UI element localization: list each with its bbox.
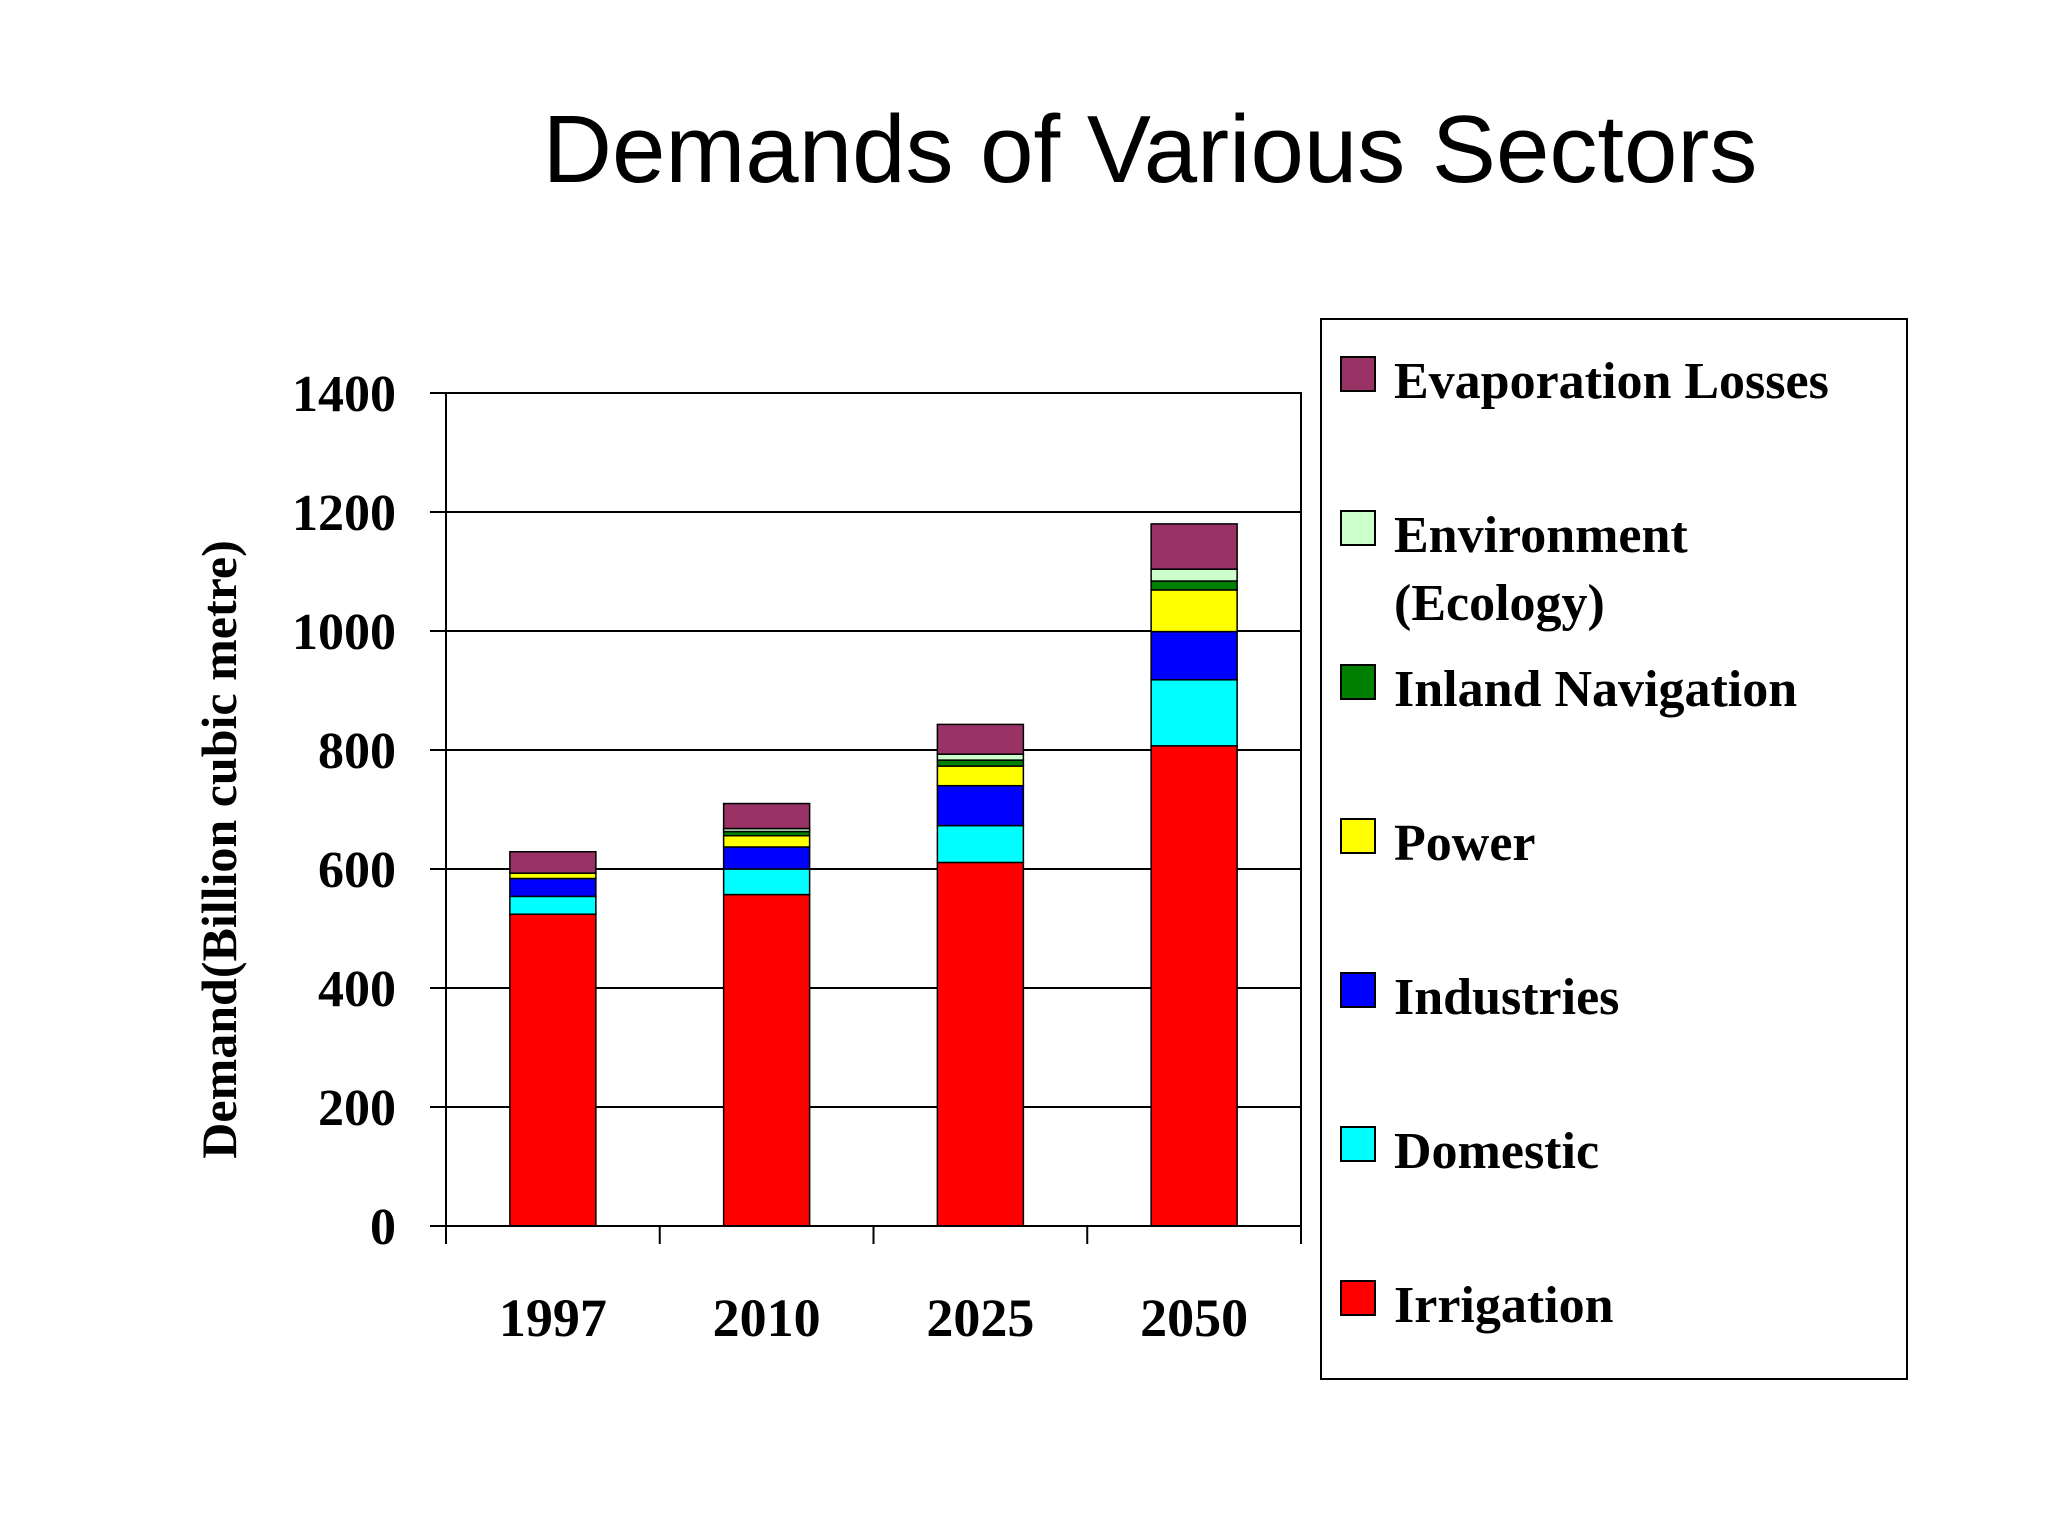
legend-label: Environment (Ecology)	[1394, 502, 1902, 638]
y-tick-label: 1400	[292, 366, 396, 423]
legend-swatch	[1340, 510, 1376, 546]
bar-segment-irrigation	[509, 913, 597, 1227]
legend-label: Inland Navigation	[1394, 656, 1902, 724]
legend-swatch	[1340, 1126, 1376, 1162]
legend-label-line: Industries	[1394, 969, 1620, 1026]
legend-swatch	[1340, 1280, 1376, 1316]
bar-segment-industries	[1150, 630, 1238, 681]
legend-swatch	[1340, 972, 1376, 1008]
y-tick-label: 0	[370, 1199, 396, 1256]
bar-stacks	[509, 523, 1238, 1227]
y-tick-label: 200	[318, 1080, 396, 1137]
bar-segment-power	[936, 765, 1025, 787]
bar-segment-industries	[936, 784, 1025, 827]
y-tick-label: 1000	[292, 604, 396, 661]
axis-labels: 0 200 400 600 800 1000 1200 1400 Demand(Billion …	[191, 366, 1248, 1348]
bar-segment-power	[1150, 589, 1238, 633]
axes	[430, 392, 1302, 1244]
chart-legend: Evaporation Losses Environment (Ecology) In…	[1320, 318, 1908, 1380]
bar-segment-domestic	[722, 868, 811, 896]
bar-segment-domestic	[936, 824, 1025, 864]
bar-segment-evaporation-losses	[509, 850, 597, 874]
bar-segment-inland-navigation	[1150, 580, 1238, 591]
legend-swatch	[1340, 664, 1376, 700]
legend-label-line: Power	[1394, 815, 1536, 872]
legend-swatch	[1340, 818, 1376, 854]
legend-label-line: Environment	[1394, 507, 1688, 564]
slide-title: Demands of Various Sectors	[542, 96, 1758, 203]
bar-segment-evaporation-losses	[936, 723, 1025, 755]
bar-segment-irrigation	[936, 861, 1025, 1227]
x-tick-label: 2025	[926, 1288, 1034, 1348]
bar-segment-irrigation	[1150, 745, 1238, 1227]
bar-segment-inland-navigation	[936, 759, 1025, 767]
bar-segment-industries	[509, 877, 597, 898]
bar-segment-evaporation-losses	[722, 802, 811, 830]
legend-label-line: Domestic	[1394, 1123, 1600, 1180]
bar-segment-domestic	[509, 895, 597, 915]
legend-label: Irrigation	[1394, 1272, 1902, 1340]
legend-label: Industries	[1394, 964, 1902, 1032]
legend-label: Domestic	[1394, 1118, 1902, 1186]
bar-segment-domestic	[1150, 679, 1238, 747]
legend-swatch	[1340, 356, 1376, 392]
y-tick-label: 800	[318, 723, 396, 780]
legend-label: Evaporation Losses	[1394, 348, 1902, 416]
x-tick-label: 1997	[499, 1288, 607, 1348]
x-tick-label: 2010	[713, 1288, 821, 1348]
y-tick-label: 400	[318, 961, 396, 1018]
bar-segment-environment-ecology	[936, 753, 1025, 761]
legend-label-line: (Ecology)	[1394, 575, 1605, 632]
legend-label: Power	[1394, 810, 1902, 878]
y-tick-label: 1200	[292, 485, 396, 542]
bar-segment-environment-ecology	[1150, 568, 1238, 582]
bar-segment-power	[722, 834, 811, 848]
legend-label-line: Evaporation Losses	[1394, 353, 1829, 410]
bar-segment-evaporation-losses	[1150, 523, 1238, 570]
y-tick-label: 600	[318, 842, 396, 899]
legend-label-line: Inland Navigation	[1394, 661, 1798, 718]
y-axis-title: Demand(Billion cubic metre)	[191, 540, 247, 1158]
legend-label-line: Irrigation	[1394, 1277, 1614, 1334]
bar-segment-industries	[722, 846, 811, 870]
bar-segment-power	[509, 872, 597, 880]
bar-segment-irrigation	[722, 893, 811, 1227]
x-tick-label: 2050	[1140, 1288, 1248, 1348]
